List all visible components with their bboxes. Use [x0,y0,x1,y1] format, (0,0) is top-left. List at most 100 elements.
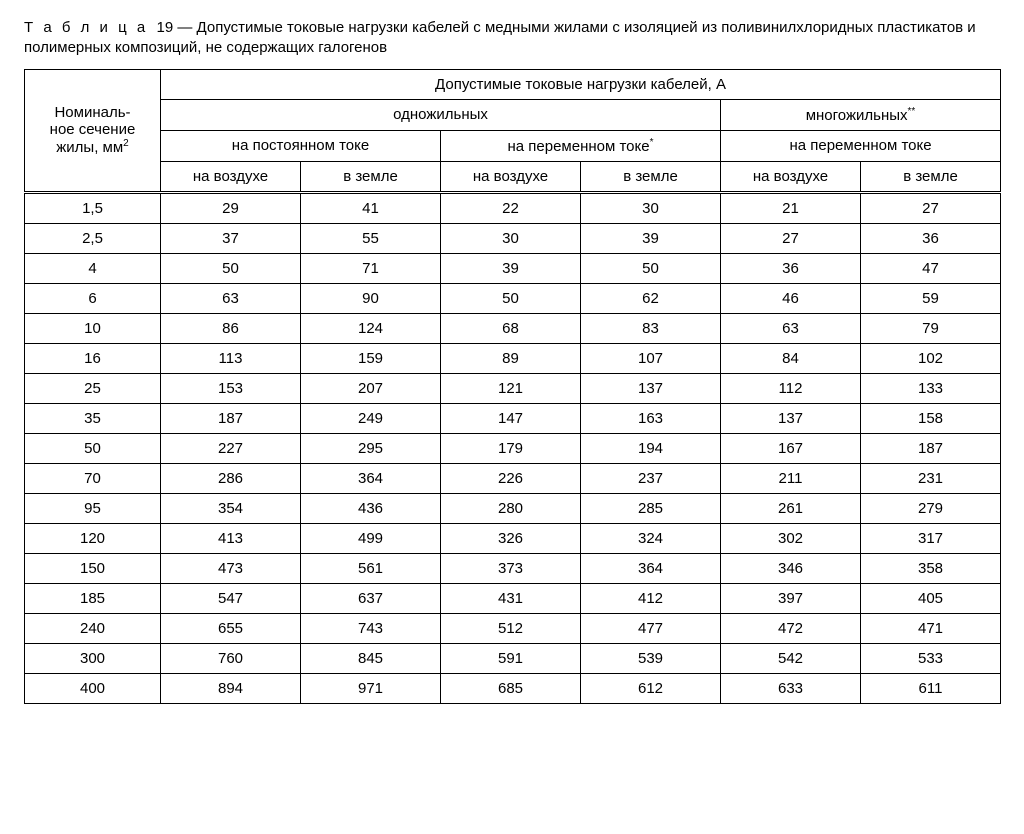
cell-value: 27 [861,192,1001,223]
cell-value: 227 [161,433,301,463]
header-multi-sup: ** [908,106,916,117]
table-row: 120413499326324302317 [25,523,1001,553]
caption-prefix: Т а б л и ц а [24,19,148,36]
cell-value: 167 [721,433,861,463]
cell-nominal: 400 [25,673,161,703]
cell-value: 249 [301,403,441,433]
cell-value: 36 [721,253,861,283]
cell-value: 471 [861,613,1001,643]
cell-nominal: 150 [25,553,161,583]
cell-value: 302 [721,523,861,553]
cell-value: 207 [301,373,441,403]
cell-value: 39 [441,253,581,283]
cell-nominal: 10 [25,313,161,343]
table-body: 1,52941223021272,53755303927364507139503… [25,192,1001,703]
cell-value: 364 [581,553,721,583]
cell-nominal: 300 [25,643,161,673]
cell-value: 159 [301,343,441,373]
cell-value: 63 [161,283,301,313]
cell-value: 431 [441,583,581,613]
cell-value: 83 [581,313,721,343]
table-row: 25153207121137112133 [25,373,1001,403]
cell-value: 633 [721,673,861,703]
cell-value: 317 [861,523,1001,553]
cell-value: 542 [721,643,861,673]
cell-value: 971 [301,673,441,703]
cell-value: 561 [301,553,441,583]
cell-value: 79 [861,313,1001,343]
table-caption: Т а б л и ц а 19 — Допустимые токовые на… [24,18,1000,59]
cell-nominal: 4 [25,253,161,283]
cell-value: 121 [441,373,581,403]
cell-value: 37 [161,223,301,253]
header-nominal: Номиналь- ное сечение жилы, мм2 [25,69,161,192]
table-header: Номиналь- ное сечение жилы, мм2 Допустим… [25,69,1001,192]
cell-value: 163 [581,403,721,433]
cell-value: 153 [161,373,301,403]
header-multi-text: многожильных [806,107,908,124]
cell-value: 30 [581,192,721,223]
cell-value: 124 [301,313,441,343]
header-ac-text: на переменном токе [507,138,649,155]
header-nominal-sup: 2 [123,138,129,149]
cell-value: 158 [861,403,1001,433]
cell-value: 472 [721,613,861,643]
cell-value: 539 [581,643,721,673]
cell-value: 133 [861,373,1001,403]
cell-value: 261 [721,493,861,523]
cell-nominal: 16 [25,343,161,373]
cell-value: 611 [861,673,1001,703]
table-row: 185547637431412397405 [25,583,1001,613]
cell-value: 358 [861,553,1001,583]
cell-value: 211 [721,463,861,493]
header-main: Допустимые токовые нагрузки кабелей, А [161,69,1001,99]
data-table: Номиналь- ное сечение жилы, мм2 Допустим… [24,69,1001,704]
cell-value: 473 [161,553,301,583]
cell-value: 405 [861,583,1001,613]
table-row: 1,5294122302127 [25,192,1001,223]
cell-value: 27 [721,223,861,253]
cell-value: 477 [581,613,721,643]
cell-value: 63 [721,313,861,343]
table-row: 150473561373364346358 [25,553,1001,583]
table-row: 70286364226237211231 [25,463,1001,493]
cell-value: 295 [301,433,441,463]
header-dc: на постоянном токе [161,130,441,161]
cell-value: 194 [581,433,721,463]
cell-value: 237 [581,463,721,493]
cell-value: 39 [581,223,721,253]
table-row: 4507139503647 [25,253,1001,283]
cell-value: 90 [301,283,441,313]
cell-value: 845 [301,643,441,673]
cell-nominal: 50 [25,433,161,463]
cell-value: 46 [721,283,861,313]
cell-value: 547 [161,583,301,613]
cell-value: 226 [441,463,581,493]
cell-value: 612 [581,673,721,703]
cell-value: 436 [301,493,441,523]
cell-value: 591 [441,643,581,673]
cell-value: 346 [721,553,861,583]
caption-number: 19 [157,19,174,36]
cell-value: 112 [721,373,861,403]
cell-value: 364 [301,463,441,493]
cell-value: 760 [161,643,301,673]
cell-value: 499 [301,523,441,553]
cell-value: 373 [441,553,581,583]
cell-value: 743 [301,613,441,643]
cell-value: 280 [441,493,581,523]
cell-value: 36 [861,223,1001,253]
cell-value: 50 [441,283,581,313]
cell-nominal: 35 [25,403,161,433]
caption-dash: — [177,19,192,36]
cell-value: 107 [581,343,721,373]
cell-value: 655 [161,613,301,643]
cell-value: 29 [161,192,301,223]
cell-value: 894 [161,673,301,703]
cell-value: 50 [161,253,301,283]
cell-value: 413 [161,523,301,553]
header-nominal-l3: жилы, мм [56,139,123,156]
table-row: 300760845591539542533 [25,643,1001,673]
cell-value: 179 [441,433,581,463]
cell-nominal: 120 [25,523,161,553]
